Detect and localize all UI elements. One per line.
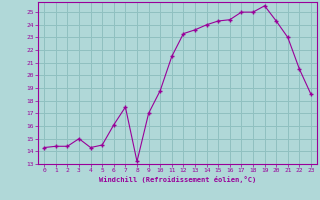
- X-axis label: Windchill (Refroidissement éolien,°C): Windchill (Refroidissement éolien,°C): [99, 176, 256, 183]
